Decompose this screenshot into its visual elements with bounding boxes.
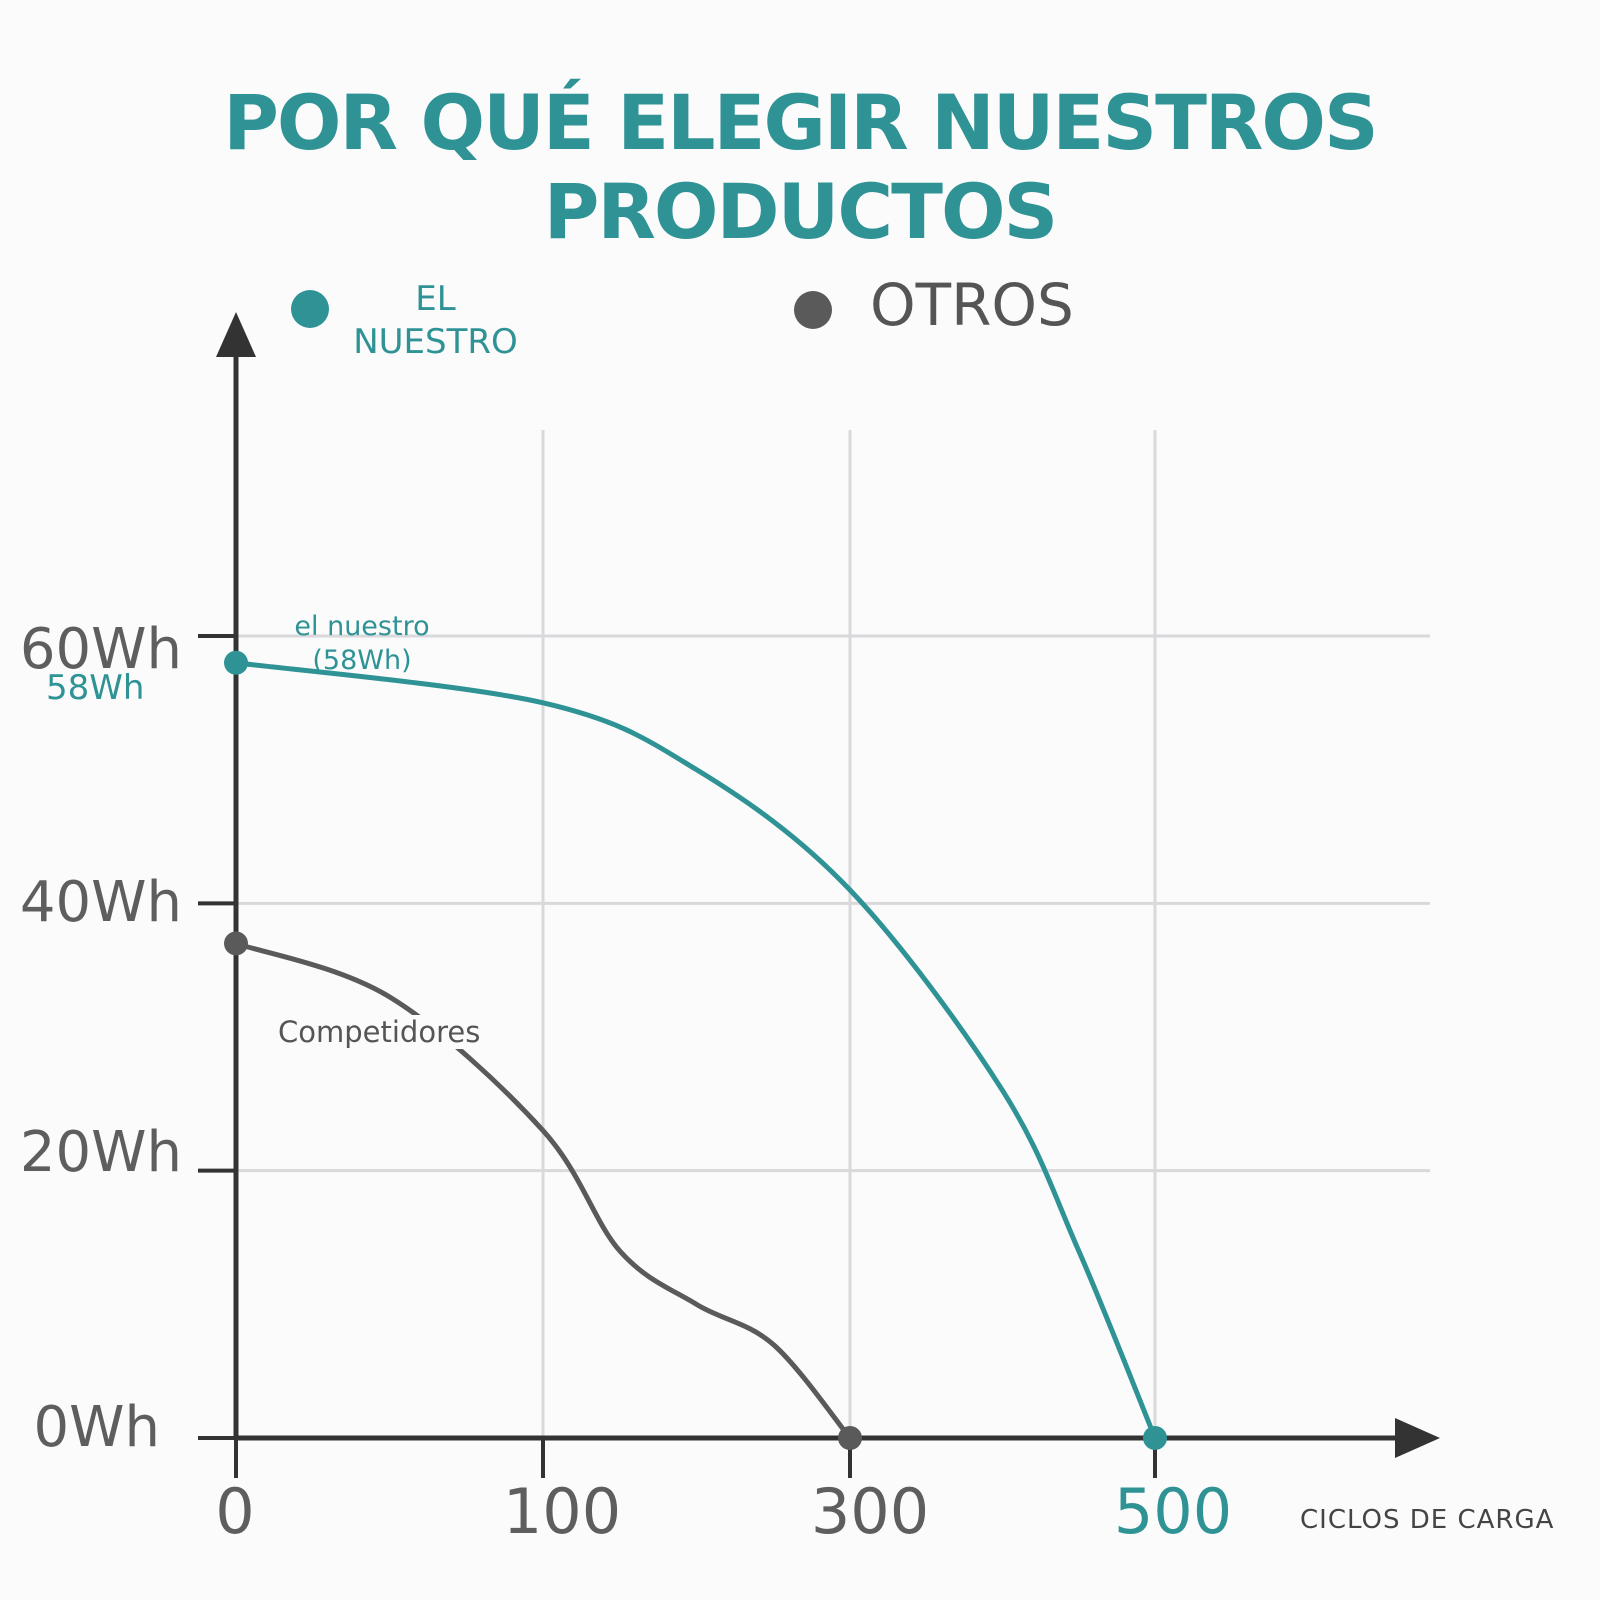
series-0-start-point bbox=[224, 650, 248, 675]
series-1-start-point bbox=[224, 931, 248, 956]
legend-dot-others bbox=[794, 291, 832, 329]
legend-dot-ours bbox=[291, 290, 329, 328]
annotation-ours-line2: (58Wh) bbox=[312, 645, 412, 676]
annotation-ours-line1: el nuestro bbox=[294, 611, 430, 642]
x-axis-title: CICLOS DE CARGA bbox=[1300, 1505, 1555, 1535]
annotation-ours-axis-value: 58Wh bbox=[46, 668, 145, 708]
legend-label-ours-line1: EL bbox=[415, 279, 456, 319]
series-0-end-point bbox=[1143, 1426, 1167, 1450]
legend-label-others: OTROS bbox=[870, 271, 1074, 339]
y-tick-label-3: 60Wh bbox=[19, 617, 182, 682]
page-title: POR QUÉ ELEGIR NUESTROS PRODUCTOS bbox=[223, 78, 1379, 256]
y-tick-label-1: 20Wh bbox=[19, 1120, 182, 1185]
annotation-ours-value: el nuestro (58Wh) bbox=[272, 610, 452, 678]
series-line-1 bbox=[233, 940, 853, 1441]
x-tick-label-3: 500 bbox=[1113, 1475, 1233, 1548]
y-tick-label-0: 0Wh bbox=[33, 1395, 161, 1460]
annotation-competitors: Competidores bbox=[272, 1015, 487, 1049]
y-tick-label-2: 40Wh bbox=[19, 870, 182, 935]
y-axis-arrow bbox=[216, 312, 256, 357]
series-line-0 bbox=[233, 660, 1158, 1441]
legend-label-ours-line2: NUESTRO bbox=[353, 322, 518, 362]
x-tick-label-2: 300 bbox=[810, 1475, 930, 1548]
x-tick-label-0: 0 bbox=[215, 1475, 255, 1548]
x-axis-arrow bbox=[1395, 1418, 1440, 1458]
legend-label-ours: EL NUESTRO bbox=[343, 278, 528, 364]
x-tick-label-1: 100 bbox=[502, 1475, 622, 1548]
series-1-end-point bbox=[838, 1426, 862, 1450]
